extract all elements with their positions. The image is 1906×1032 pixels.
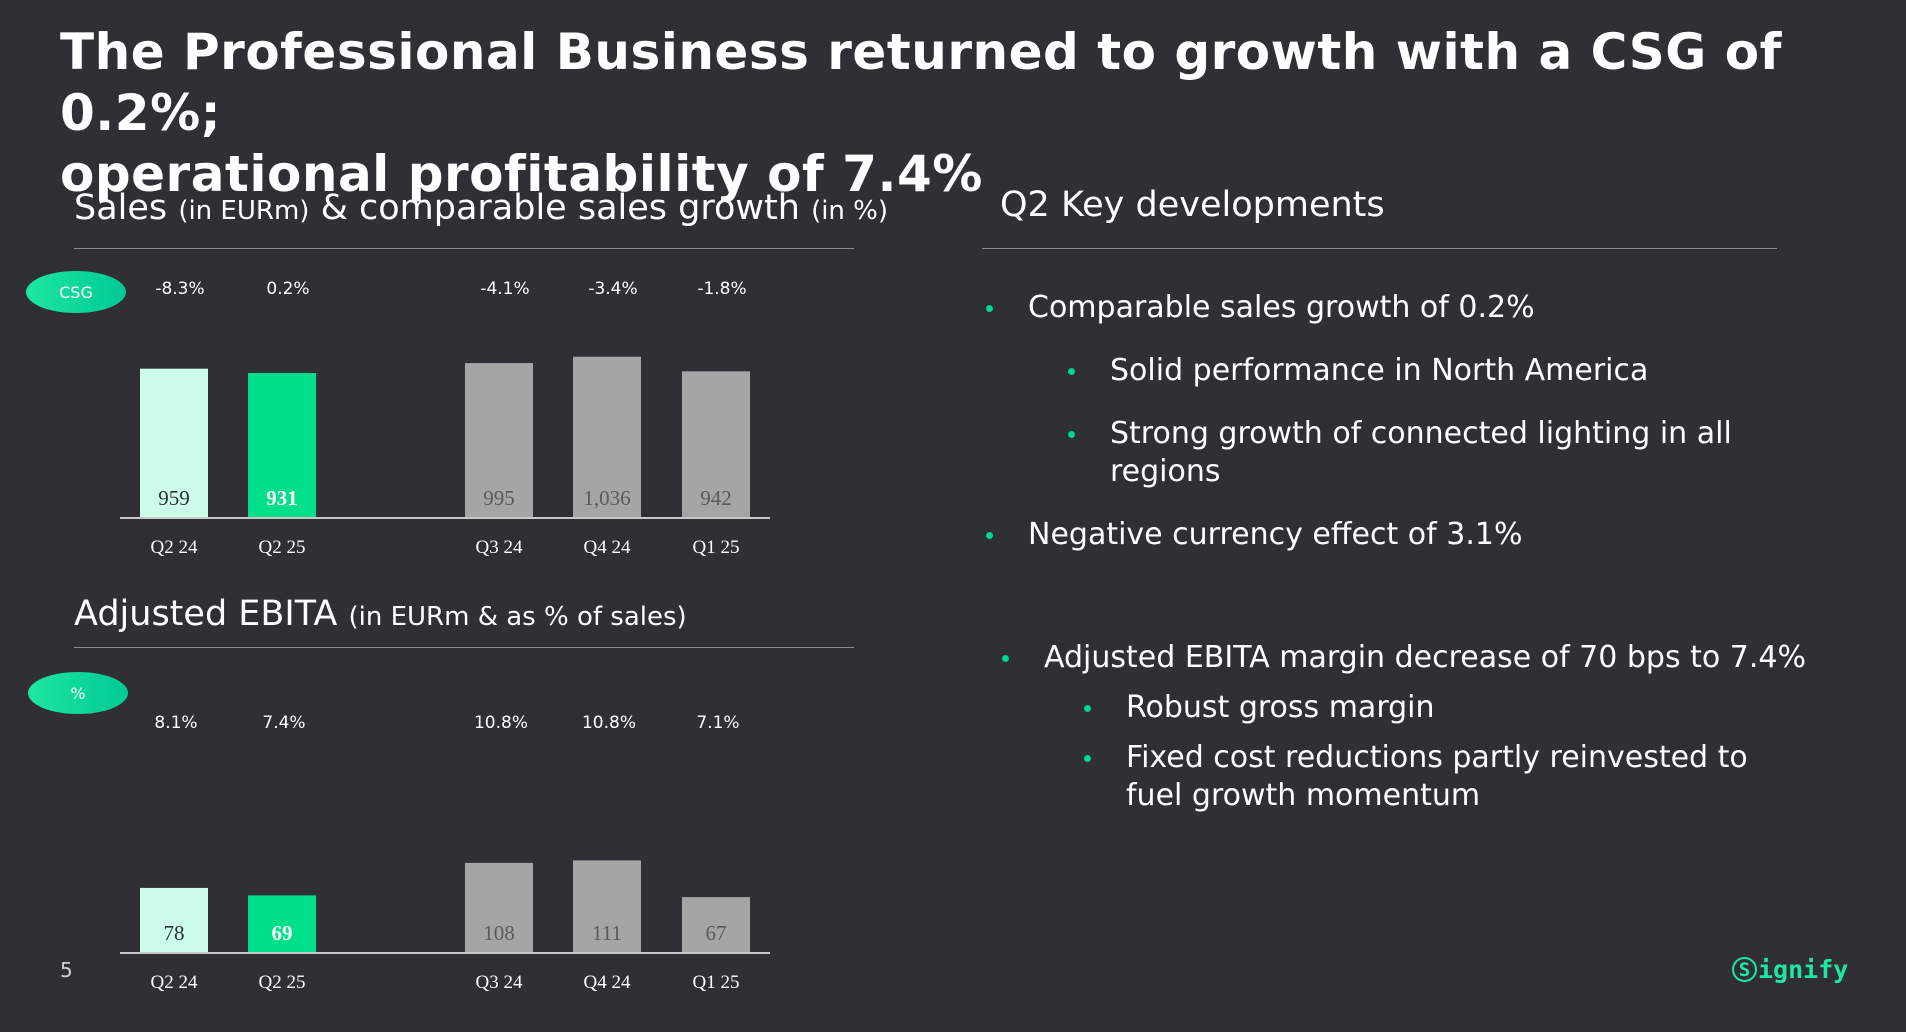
category-label: Q3 24 <box>476 537 523 558</box>
top-percent-label: 7.4% <box>262 713 305 733</box>
top-percent-label: 0.2% <box>266 279 309 299</box>
bar-q4-24 <box>573 356 641 518</box>
margin-pill-label: % <box>70 683 86 703</box>
category-label: Q3 24 <box>476 972 523 993</box>
bar-q3-24 <box>465 363 533 518</box>
bar-q2-25 <box>248 895 316 953</box>
sales-bar-chart: 959 Q2 24 -8.3% 931 Q2 25 0.2% 995 Q3 24 -4.1% 1,… <box>120 279 770 558</box>
bar-value-label: 995 <box>483 486 515 510</box>
sales-heading-rule <box>74 248 854 249</box>
bar-value-label: 78 <box>164 921 185 945</box>
title-line-1: The Professional Business returned to gr… <box>60 23 1782 142</box>
ebita-heading-main: Adjusted EBITA <box>74 594 338 634</box>
bullet-csg: Comparable sales growth of 0.2% <box>986 289 1788 327</box>
top-percent-label: -4.1% <box>480 279 529 299</box>
top-percent-label: 8.1% <box>154 713 197 733</box>
key-developments-rule <box>982 248 1777 249</box>
key-developments-title: Q2 Key developments <box>1000 185 1385 225</box>
category-label: Q2 25 <box>259 972 306 993</box>
sales-heading-csg-unit: (in %) <box>811 196 889 226</box>
category-label: Q1 25 <box>693 972 740 993</box>
sales-heading-csg: & comparable sales growth <box>320 188 800 228</box>
sales-heading-main: Sales <box>74 188 168 228</box>
csg-pill-label: CSG <box>59 282 93 302</box>
bar-q1-25 <box>682 371 750 518</box>
ebita-bar-chart: 78 Q2 24 8.1% 69 Q2 25 7.4% 108 Q3 24 10.8% 111 Q4… <box>120 713 770 993</box>
sales-heading: Sales (in EURm) & comparable sales growt… <box>74 188 888 228</box>
category-label: Q4 24 <box>584 972 631 993</box>
ebita-heading-unit: (in EURm & as % of sales) <box>348 602 687 632</box>
ebita-heading-rule <box>74 647 854 648</box>
logo-mark: S <box>1732 957 1757 982</box>
bar-value-label: 69 <box>272 921 293 945</box>
top-percent-label: 7.1% <box>696 713 739 733</box>
page-number: 5 <box>60 958 73 982</box>
category-label: Q2 24 <box>151 972 198 993</box>
bar-value-label: 111 <box>592 921 622 945</box>
margin-pill: % <box>28 672 128 714</box>
key-developments-list-top: Comparable sales growth of 0.2% Solid pe… <box>986 289 1788 554</box>
bar-value-label: 1,036 <box>583 486 630 510</box>
bullet-gross-margin: Robust gross margin <box>1084 689 1814 727</box>
bullet-connected-lighting: Strong growth of connected lighting in a… <box>1068 415 1750 491</box>
top-percent-label: -1.8% <box>697 279 746 299</box>
bullet-ebita-margin: Adjusted EBITA margin decrease of 70 bps… <box>1002 639 1814 677</box>
bar-value-label: 108 <box>483 921 515 945</box>
sales-heading-unit: (in EURm) <box>178 196 310 226</box>
bar-q2-25 <box>248 373 316 518</box>
bar-q4-24 <box>573 860 641 953</box>
top-percent-label: -8.3% <box>155 279 204 299</box>
top-percent-label: 10.8% <box>582 713 636 733</box>
bar-value-label: 67 <box>706 921 727 945</box>
bullet-fixed-cost: Fixed cost reductions partly reinvested … <box>1084 739 1766 815</box>
top-percent-label: -3.4% <box>588 279 637 299</box>
bar-value-label: 942 <box>700 486 732 510</box>
category-label: Q4 24 <box>584 537 631 558</box>
bar-q3-24 <box>465 862 533 953</box>
bar-value-label: 931 <box>266 486 298 510</box>
bar-q2-24 <box>140 368 208 518</box>
logo-text: ignify <box>1758 955 1849 984</box>
category-label: Q2 25 <box>259 537 306 558</box>
key-developments-heading: Q2 Key developments <box>1000 185 1385 225</box>
title-line-2: operational profitability of 7.4% <box>60 145 983 203</box>
category-label: Q1 25 <box>693 537 740 558</box>
csg-pill: CSG <box>26 271 126 313</box>
bar-value-label: 959 <box>158 486 190 510</box>
bullet-currency: Negative currency effect of 3.1% <box>986 516 1788 554</box>
slide-title: The Professional Business returned to gr… <box>60 22 1820 205</box>
bullet-north-america: Solid performance in North America <box>1068 352 1788 390</box>
category-label: Q2 24 <box>151 537 198 558</box>
top-percent-label: 10.8% <box>474 713 528 733</box>
key-developments-list-bottom: Adjusted EBITA margin decrease of 70 bps… <box>1002 639 1814 815</box>
ebita-heading: Adjusted EBITA (in EURm & as % of sales) <box>74 594 687 634</box>
bar-q2-24 <box>140 887 208 953</box>
bar-q1-25 <box>682 897 750 953</box>
